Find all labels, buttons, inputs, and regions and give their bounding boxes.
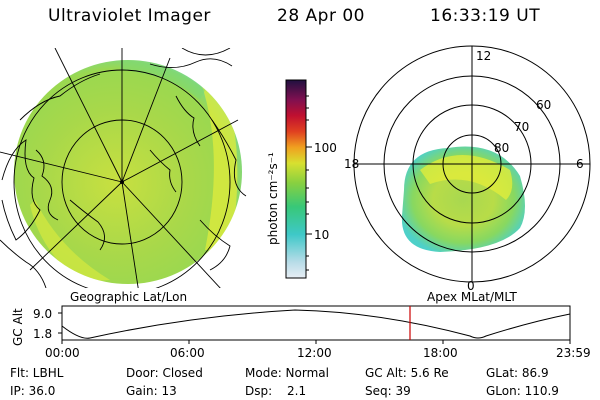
instrument-title: Ultraviolet Imager bbox=[48, 6, 211, 26]
dsp-value: 2.1 bbox=[287, 384, 307, 398]
mlt-label-12: 12 bbox=[476, 49, 491, 63]
colorbar-unit-label: photon cm⁻²s⁻¹ bbox=[266, 152, 280, 245]
geographic-image bbox=[0, 48, 247, 288]
glon-readout: GLon: 110.9 bbox=[486, 384, 559, 398]
colorbar-tick-100: 100 bbox=[314, 141, 337, 155]
colorbar-tick-10: 10 bbox=[314, 228, 329, 242]
gc-alt-readout: GC Alt: 5.6 Re bbox=[365, 366, 449, 380]
mlt-label-6: 6 bbox=[576, 157, 584, 171]
polar-grid bbox=[353, 45, 591, 283]
seq-readout: Seq: 39 bbox=[365, 384, 411, 398]
dsp-label: Dsp: bbox=[245, 384, 273, 398]
glat-readout: GLat: 86.9 bbox=[486, 366, 549, 380]
altitude-curve bbox=[61, 309, 571, 339]
observation-date: 28 Apr 00 bbox=[277, 6, 365, 26]
altitude-ytick-low: 1.8 bbox=[33, 327, 52, 341]
altitude-timeline bbox=[58, 305, 571, 344]
altitude-ytick-high: 9.0 bbox=[33, 307, 52, 321]
geographic-panel-label: Geographic Lat/Lon bbox=[70, 290, 188, 304]
observation-time: 16:33:19 UT bbox=[430, 6, 541, 26]
mlat-label-70: 70 bbox=[514, 120, 529, 134]
mlt-label-18: 18 bbox=[344, 157, 359, 171]
mlat-label-60: 60 bbox=[536, 98, 551, 112]
filter-readout: Flt: LBHL bbox=[10, 366, 64, 380]
mlt-label-0: 0 bbox=[467, 279, 475, 293]
ip-readout: IP: 36.0 bbox=[10, 384, 56, 398]
time-tick-4: 23:59 bbox=[556, 346, 591, 360]
geographic-pole-marker bbox=[120, 180, 124, 184]
time-tick-3: 18:00 bbox=[423, 346, 458, 360]
door-readout: Door: Closed bbox=[126, 366, 203, 380]
mlat-label-80: 80 bbox=[494, 141, 509, 155]
colorbar bbox=[285, 79, 307, 279]
time-tick-1: 06:00 bbox=[170, 346, 205, 360]
time-tick-2: 12:00 bbox=[297, 346, 332, 360]
time-tick-0: 00:00 bbox=[45, 346, 80, 360]
gain-readout: Gain: 13 bbox=[126, 384, 177, 398]
mode-readout: Mode: Normal bbox=[245, 366, 329, 380]
aurora-image-geographic bbox=[14, 60, 242, 284]
apex-panel-label: Apex MLat/MLT bbox=[427, 290, 517, 304]
geographic-grid bbox=[0, 48, 247, 288]
colorbar-ticks bbox=[306, 95, 312, 271]
altitude-ylabel: GC Alt bbox=[11, 308, 25, 346]
polar-plot bbox=[353, 45, 591, 283]
